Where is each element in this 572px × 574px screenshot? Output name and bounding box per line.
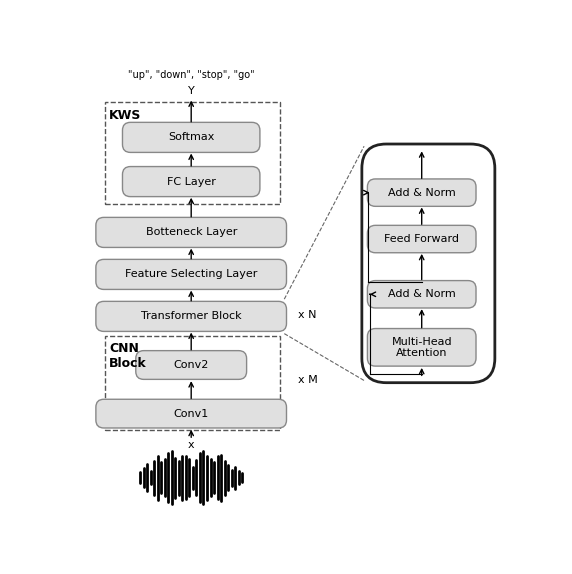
Text: Multi-Head
Attention: Multi-Head Attention bbox=[391, 336, 452, 358]
FancyBboxPatch shape bbox=[136, 351, 247, 379]
Text: Conv1: Conv1 bbox=[173, 409, 209, 418]
FancyBboxPatch shape bbox=[122, 122, 260, 153]
FancyBboxPatch shape bbox=[122, 166, 260, 197]
Text: Feed Forward: Feed Forward bbox=[384, 234, 459, 244]
Text: Add & Norm: Add & Norm bbox=[388, 289, 455, 299]
FancyBboxPatch shape bbox=[96, 218, 287, 247]
Text: FC Layer: FC Layer bbox=[167, 177, 216, 187]
FancyBboxPatch shape bbox=[367, 328, 476, 366]
Bar bbox=[105, 336, 280, 430]
FancyBboxPatch shape bbox=[367, 179, 476, 206]
Text: x M: x M bbox=[297, 375, 317, 386]
FancyBboxPatch shape bbox=[367, 226, 476, 253]
Text: Botteneck Layer: Botteneck Layer bbox=[145, 227, 237, 238]
Text: Feature Selecting Layer: Feature Selecting Layer bbox=[125, 269, 257, 280]
Text: x: x bbox=[188, 440, 194, 451]
Text: x N: x N bbox=[297, 310, 316, 320]
Bar bbox=[105, 102, 280, 204]
FancyBboxPatch shape bbox=[367, 281, 476, 308]
FancyBboxPatch shape bbox=[96, 400, 287, 428]
Text: CNN
Block: CNN Block bbox=[109, 342, 147, 370]
FancyBboxPatch shape bbox=[362, 144, 495, 383]
FancyBboxPatch shape bbox=[96, 301, 287, 331]
Text: Softmax: Softmax bbox=[168, 133, 214, 142]
Text: Conv2: Conv2 bbox=[173, 360, 209, 370]
Text: Add & Norm: Add & Norm bbox=[388, 188, 455, 197]
Text: KWS: KWS bbox=[109, 109, 141, 122]
FancyBboxPatch shape bbox=[96, 259, 287, 289]
Text: Y: Y bbox=[188, 86, 194, 96]
Text: "up", "down", "stop", "go": "up", "down", "stop", "go" bbox=[128, 70, 255, 80]
Text: Transformer Block: Transformer Block bbox=[141, 311, 241, 321]
